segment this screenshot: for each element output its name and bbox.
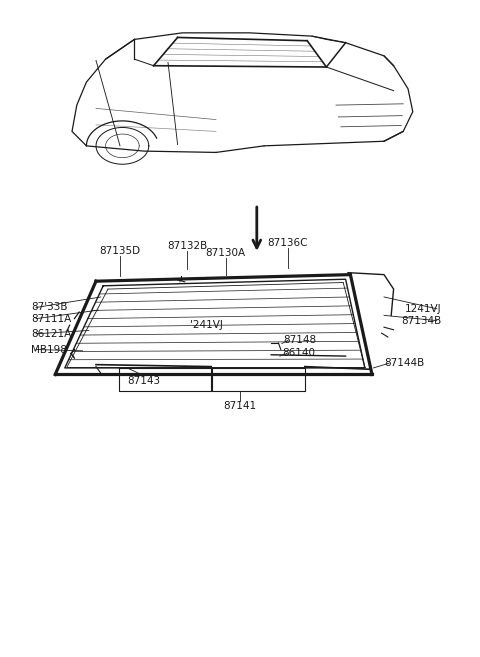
Text: 87'33B: 87'33B	[31, 302, 68, 313]
Text: 87141: 87141	[223, 401, 257, 411]
Text: 87135D: 87135D	[99, 246, 141, 256]
Text: 87144B: 87144B	[384, 358, 424, 369]
Text: 87136C: 87136C	[268, 238, 308, 248]
Text: 86121A: 86121A	[31, 328, 72, 339]
Text: 1241VJ: 1241VJ	[405, 304, 442, 314]
Text: 87134B: 87134B	[401, 315, 442, 326]
Text: MB198: MB198	[31, 344, 67, 355]
Text: 87143: 87143	[127, 376, 161, 386]
Text: 86140: 86140	[282, 348, 315, 359]
Text: 87132B: 87132B	[167, 241, 207, 251]
Text: 87130A: 87130A	[205, 248, 246, 258]
Text: '241VJ: '241VJ	[190, 320, 223, 330]
Text: 87148: 87148	[283, 335, 316, 346]
Text: 87111A: 87111A	[31, 313, 72, 324]
